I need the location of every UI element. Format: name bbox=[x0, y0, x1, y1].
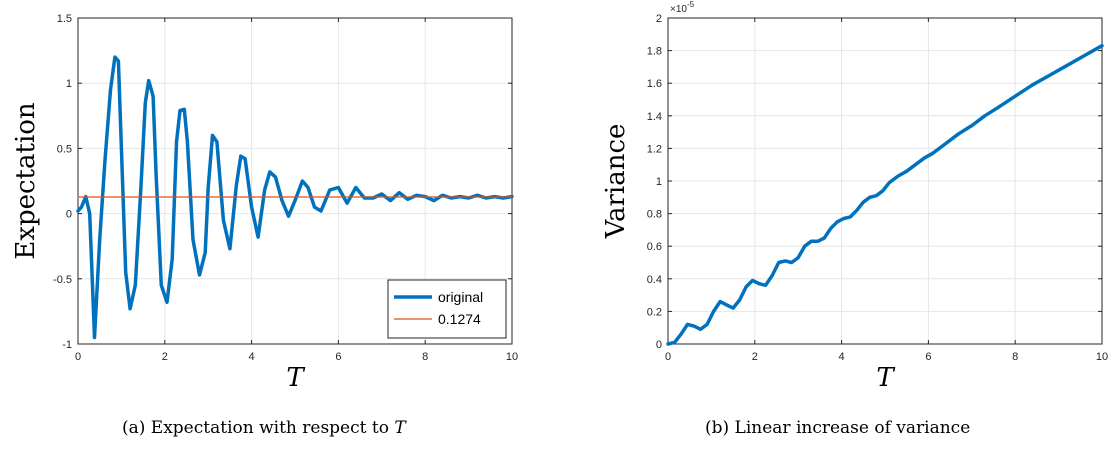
y-exponent-label: ×10-5 bbox=[670, 0, 695, 15]
legend-label: original bbox=[438, 289, 483, 305]
legend-label: 0.1274 bbox=[438, 311, 481, 327]
x-tick-label: 4 bbox=[839, 351, 845, 363]
series-line-variance bbox=[666, 43, 1104, 346]
caption-b: (b) Linear increase of variance bbox=[705, 418, 971, 438]
y-tick-label: 1.5 bbox=[57, 13, 72, 25]
y-tick-label: 0.5 bbox=[57, 143, 72, 155]
y-axis-label: Variance bbox=[601, 124, 631, 240]
plot-frame bbox=[77, 17, 513, 345]
x-tick-label: 0 bbox=[75, 351, 81, 363]
y-tick-label: 1 bbox=[656, 176, 662, 188]
y-axis-label: Expectation bbox=[11, 102, 41, 260]
x-tick-label: 4 bbox=[249, 351, 255, 363]
x-tick-label: 6 bbox=[335, 351, 341, 363]
y-tick-label: 2 bbox=[656, 13, 662, 25]
y-tick-label: 1.8 bbox=[647, 46, 662, 58]
y-tick-label: 1.2 bbox=[647, 143, 662, 155]
x-axis-label: T bbox=[286, 363, 305, 393]
y-tick-label: 0 bbox=[66, 209, 72, 221]
series-line-original bbox=[76, 55, 514, 340]
x-tick-label: 2 bbox=[162, 351, 168, 363]
y-tick-label: -0.5 bbox=[53, 274, 72, 286]
caption-a: (a) Expectation with respect to T bbox=[122, 418, 406, 438]
caption-a-text: (a) Expectation with respect to bbox=[122, 418, 395, 438]
variance-chart: 0 2 4 6 8 10 0 0.2 0.4 0.6 0.8 1 1.2 1.4 1.6 1.8 2 ×10-5 T… bbox=[601, 0, 1108, 393]
x-tick-label: 8 bbox=[1012, 351, 1018, 363]
x-tick-label: 6 bbox=[925, 351, 931, 363]
x-tick-label: 10 bbox=[506, 351, 518, 363]
y-tick-label: 0.4 bbox=[647, 274, 662, 286]
y-tick-label: -1 bbox=[62, 339, 72, 351]
y-tick-label: 1.6 bbox=[647, 78, 662, 90]
x-tick-label: 2 bbox=[752, 351, 758, 363]
y-tick-label: 0.6 bbox=[647, 241, 662, 253]
x-tick-label: 10 bbox=[1096, 351, 1108, 363]
x-tick-label: 8 bbox=[422, 351, 428, 363]
x-axis-label: T bbox=[876, 363, 895, 393]
x-tick-label: 0 bbox=[665, 351, 671, 363]
y-tick-label: 0 bbox=[656, 339, 662, 351]
legend-box bbox=[387, 279, 507, 339]
caption-a-variable: T bbox=[394, 418, 406, 438]
y-tick-label: 1.4 bbox=[647, 111, 662, 123]
expectation-chart: 0 2 4 6 8 10 -1 -0.5 0 0.5 1 1.5 T Expectation origina… bbox=[11, 13, 518, 393]
y-tick-label: 1 bbox=[66, 78, 72, 90]
y-tick-label: 0.8 bbox=[647, 209, 662, 221]
y-tick-label: 0.2 bbox=[647, 306, 662, 318]
legend: original 0.1274 bbox=[387, 279, 507, 339]
